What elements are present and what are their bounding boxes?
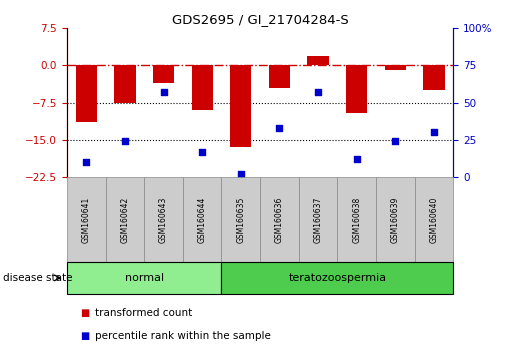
Bar xyxy=(114,65,135,103)
Text: GSM160639: GSM160639 xyxy=(391,196,400,243)
Point xyxy=(314,90,322,95)
Bar xyxy=(376,177,415,262)
Bar xyxy=(269,65,290,88)
Point xyxy=(275,125,283,131)
Text: GSM160637: GSM160637 xyxy=(314,196,322,243)
Point xyxy=(236,171,245,177)
Bar xyxy=(221,262,453,294)
Text: GSM160644: GSM160644 xyxy=(198,196,207,243)
Text: disease state: disease state xyxy=(3,273,72,283)
Bar xyxy=(221,177,260,262)
Bar xyxy=(423,65,444,90)
Bar xyxy=(67,177,106,262)
Bar xyxy=(144,177,183,262)
Point xyxy=(198,149,206,155)
Text: GSM160643: GSM160643 xyxy=(159,196,168,243)
Title: GDS2695 / GI_21704284-S: GDS2695 / GI_21704284-S xyxy=(171,13,349,26)
Text: normal: normal xyxy=(125,273,164,283)
Point xyxy=(430,130,438,135)
Point xyxy=(82,159,91,165)
Bar xyxy=(183,177,221,262)
Point xyxy=(352,156,360,162)
Text: percentile rank within the sample: percentile rank within the sample xyxy=(95,331,271,341)
Text: teratozoospermia: teratozoospermia xyxy=(288,273,386,283)
Text: GSM160636: GSM160636 xyxy=(275,196,284,243)
Bar xyxy=(67,262,221,294)
Bar xyxy=(415,177,453,262)
Text: transformed count: transformed count xyxy=(95,308,193,318)
Text: GSM160641: GSM160641 xyxy=(82,196,91,242)
Bar xyxy=(106,177,144,262)
Point xyxy=(391,138,400,144)
Bar xyxy=(230,65,251,147)
Text: ■: ■ xyxy=(80,308,89,318)
Text: GSM160642: GSM160642 xyxy=(121,196,129,242)
Bar xyxy=(307,56,329,65)
Bar xyxy=(299,177,337,262)
Bar xyxy=(260,177,299,262)
Bar xyxy=(385,65,406,70)
Bar xyxy=(153,65,174,83)
Text: GSM160640: GSM160640 xyxy=(430,196,438,243)
Point xyxy=(121,138,129,144)
Bar xyxy=(346,65,367,113)
Bar xyxy=(337,177,376,262)
Text: GSM160635: GSM160635 xyxy=(236,196,245,243)
Point xyxy=(159,90,167,95)
Bar xyxy=(76,65,97,122)
Text: ■: ■ xyxy=(80,331,89,341)
Text: GSM160638: GSM160638 xyxy=(352,196,361,242)
Bar xyxy=(192,65,213,110)
